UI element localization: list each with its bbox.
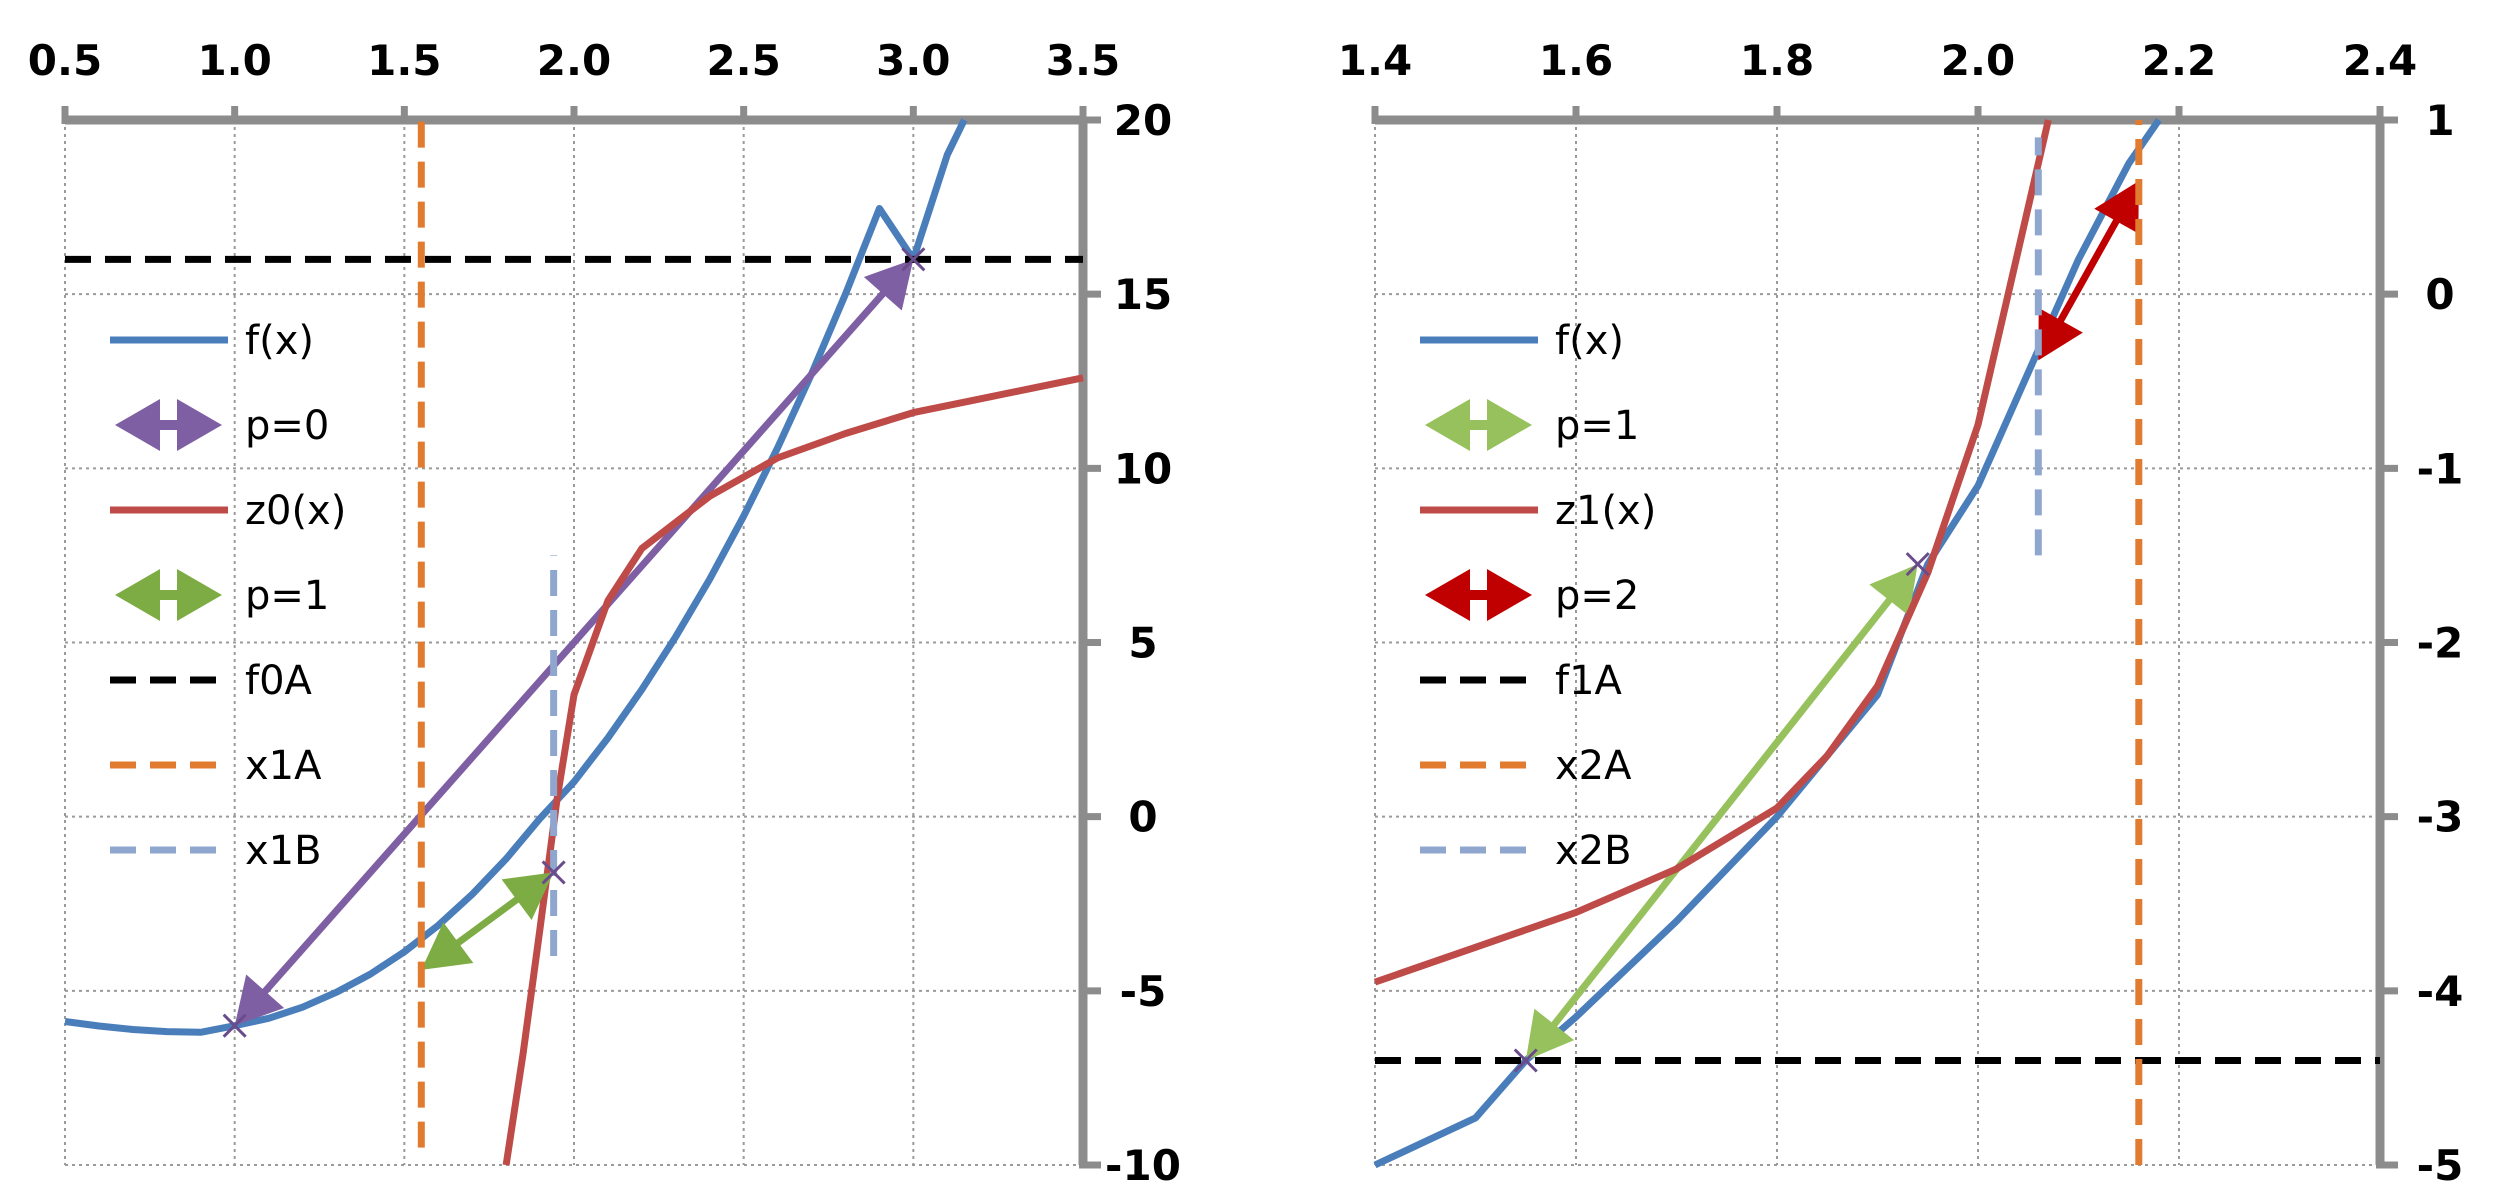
legend-label: f(x) bbox=[245, 318, 314, 364]
point-marker bbox=[1513, 1048, 1538, 1073]
legend-swatch bbox=[177, 569, 222, 621]
legend-label: f(x) bbox=[1555, 318, 1624, 364]
chart-right: 1.4 1.6 1.8 2.0 2.2 2.4 -5 -4 -3 -2 -1 0 1 f(x) p=1 z1(… bbox=[1338, 36, 2464, 1190]
point-marker bbox=[222, 1013, 247, 1038]
legend-label: x2A bbox=[1555, 743, 1632, 789]
y-tick-label: 15 bbox=[1114, 270, 1172, 319]
legend-item: p=2 bbox=[1425, 569, 1639, 621]
y-tick-label: -1 bbox=[2417, 444, 2464, 493]
legend-item: x2A bbox=[1420, 743, 1632, 789]
legend-swatch bbox=[177, 399, 222, 451]
x-tick-label: 2.2 bbox=[2142, 36, 2216, 85]
legend-label: z0(x) bbox=[245, 488, 346, 534]
series-p=2-arrowhead-start bbox=[2038, 307, 2083, 361]
y-tick-label: -2 bbox=[2417, 619, 2464, 668]
y-tick-label: 5 bbox=[1128, 619, 1157, 668]
point-marker bbox=[541, 860, 566, 885]
series-p=1-line bbox=[448, 891, 527, 951]
legend-swatch bbox=[115, 569, 160, 621]
x-tick-label: 2.0 bbox=[537, 36, 611, 85]
y-tick-label: -3 bbox=[2417, 793, 2464, 842]
series-p=2-arrowhead-end bbox=[2094, 180, 2139, 234]
series-z1(x)-line bbox=[1373, 119, 2052, 986]
series-p=1-arrowhead-end bbox=[501, 872, 554, 921]
legend-item: f(x) bbox=[1420, 318, 1624, 364]
x-tick-label: 1.4 bbox=[1338, 36, 1412, 85]
legend-label: x1B bbox=[245, 828, 322, 874]
legend-label: p=0 bbox=[245, 403, 329, 449]
legend-label: p=1 bbox=[1555, 403, 1639, 449]
y-tick-label: 1 bbox=[2425, 96, 2454, 145]
y-tick-label: 0 bbox=[1128, 793, 1157, 842]
legend-swatch bbox=[1487, 569, 1532, 621]
x-tick-label: 1.5 bbox=[367, 36, 441, 85]
legend-swatch bbox=[1487, 399, 1532, 451]
series-p=1-arrowhead-start bbox=[421, 922, 474, 970]
y-tick-label: 10 bbox=[1114, 444, 1172, 493]
legend-swatch bbox=[160, 590, 177, 600]
legend-item: p=0 bbox=[115, 399, 329, 451]
x-tick-label: 1.6 bbox=[1539, 36, 1613, 85]
x-tick-label: 2.0 bbox=[1941, 36, 2015, 85]
legend-item: f1A bbox=[1420, 658, 1623, 704]
legend-item: x2B bbox=[1420, 828, 1632, 874]
series-p=0-arrowhead-start bbox=[234, 974, 285, 1026]
x-tick-label: 3.5 bbox=[1046, 36, 1120, 85]
x-tick-label: 3.0 bbox=[876, 36, 950, 85]
series-z0(x)-line bbox=[502, 374, 1084, 1166]
x-tick-label: 1.0 bbox=[197, 36, 271, 85]
series-p=1-arrowhead-start bbox=[1525, 1008, 1575, 1061]
y-tick-label: 0 bbox=[2425, 270, 2454, 319]
x-tick-label: 1.8 bbox=[1740, 36, 1814, 85]
x-tick-label: 0.5 bbox=[28, 36, 102, 85]
y-tick-label: -10 bbox=[1105, 1141, 1181, 1190]
y-tick-label: -4 bbox=[2417, 967, 2464, 1016]
point-marker bbox=[1905, 552, 1930, 577]
legend-label: f0A bbox=[245, 658, 313, 704]
x-tick-label: 2.4 bbox=[2343, 36, 2417, 85]
series-p=0-line bbox=[256, 284, 892, 1001]
series-p=1-arrowhead-end bbox=[1869, 564, 1918, 616]
point-marker bbox=[901, 247, 926, 272]
legend-swatch bbox=[1470, 420, 1487, 430]
legend-swatch bbox=[1470, 590, 1487, 600]
legend-label: p=2 bbox=[1555, 573, 1639, 619]
legend-label: f1A bbox=[1555, 658, 1623, 704]
x-tick-label: 2.5 bbox=[706, 36, 780, 85]
series-p=1-line bbox=[1545, 590, 1898, 1034]
series-f(x)-line bbox=[64, 118, 968, 1036]
legend-swatch bbox=[160, 420, 177, 430]
legend-label: x1A bbox=[245, 743, 322, 789]
legend-swatch bbox=[1425, 399, 1470, 451]
legend-item: f(x) bbox=[110, 318, 314, 364]
legend-swatch bbox=[115, 399, 160, 451]
y-tick-label: -5 bbox=[2417, 1141, 2464, 1190]
series-p=2-line bbox=[2053, 211, 2124, 330]
legend-item: x1A bbox=[110, 743, 322, 789]
legend-label: p=1 bbox=[245, 573, 329, 619]
y-tick-label: -5 bbox=[1120, 967, 1167, 1016]
legend-item: p=1 bbox=[1425, 399, 1639, 451]
legend-item: x1B bbox=[110, 828, 322, 874]
legend-label: z1(x) bbox=[1555, 488, 1656, 534]
legend-label: x2B bbox=[1555, 828, 1632, 874]
legend-swatch bbox=[1425, 569, 1470, 621]
legend-item: z0(x) bbox=[110, 488, 346, 534]
legend-item: p=1 bbox=[115, 569, 329, 621]
legend-item: f0A bbox=[110, 658, 313, 704]
series-p=0-arrowhead-end bbox=[863, 259, 914, 311]
legend-item: z1(x) bbox=[1420, 488, 1656, 534]
chart-left: 0.5 1.0 1.5 2.0 2.5 3.0 3.5 -10 -5 0 5 10 15 20 f(x) p=… bbox=[28, 36, 1181, 1190]
y-tick-label: 20 bbox=[1114, 96, 1172, 145]
